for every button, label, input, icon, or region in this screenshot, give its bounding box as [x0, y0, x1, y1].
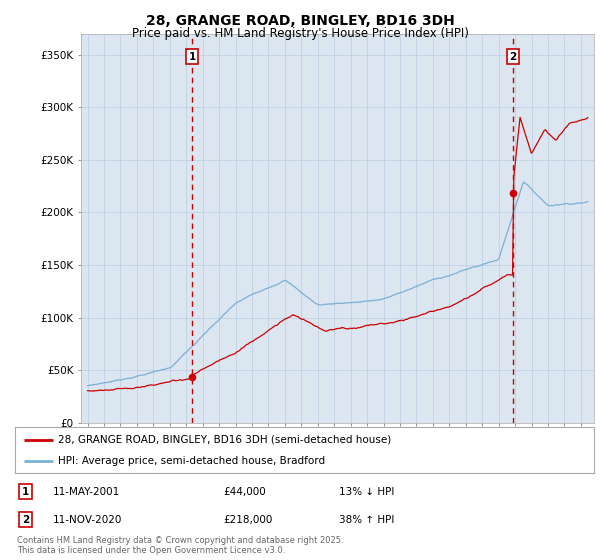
Text: 28, GRANGE ROAD, BINGLEY, BD16 3DH: 28, GRANGE ROAD, BINGLEY, BD16 3DH	[146, 14, 454, 28]
Text: £44,000: £44,000	[223, 487, 266, 497]
Text: 2: 2	[509, 52, 517, 62]
Text: 2: 2	[22, 515, 29, 525]
Text: 28, GRANGE ROAD, BINGLEY, BD16 3DH (semi-detached house): 28, GRANGE ROAD, BINGLEY, BD16 3DH (semi…	[58, 435, 392, 445]
Text: Contains HM Land Registry data © Crown copyright and database right 2025.
This d: Contains HM Land Registry data © Crown c…	[17, 536, 343, 556]
Text: 1: 1	[22, 487, 29, 497]
Text: HPI: Average price, semi-detached house, Bradford: HPI: Average price, semi-detached house,…	[58, 456, 326, 466]
Text: 11-MAY-2001: 11-MAY-2001	[53, 487, 120, 497]
Text: 1: 1	[188, 52, 196, 62]
Text: 11-NOV-2020: 11-NOV-2020	[53, 515, 122, 525]
Text: 13% ↓ HPI: 13% ↓ HPI	[339, 487, 395, 497]
Text: 38% ↑ HPI: 38% ↑ HPI	[339, 515, 395, 525]
Text: Price paid vs. HM Land Registry's House Price Index (HPI): Price paid vs. HM Land Registry's House …	[131, 27, 469, 40]
Text: £218,000: £218,000	[223, 515, 273, 525]
